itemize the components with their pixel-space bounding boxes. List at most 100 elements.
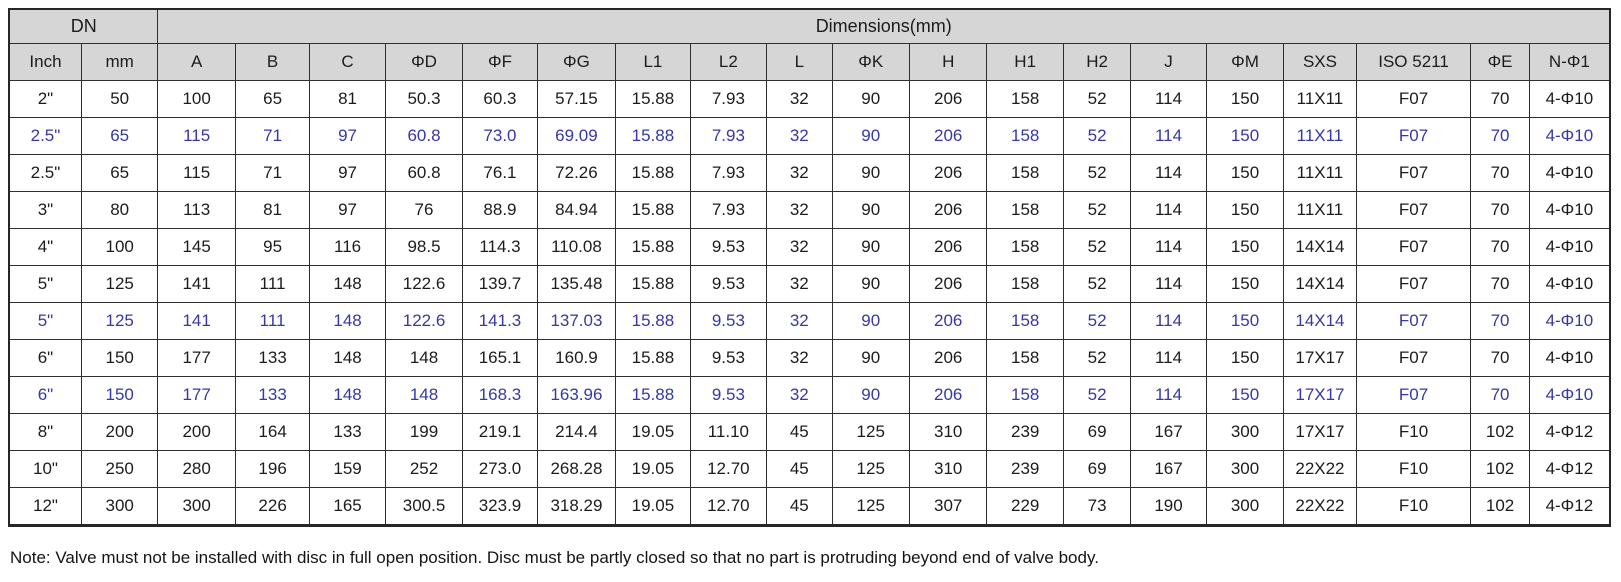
cell: 57.15: [536, 80, 617, 118]
cell: 19.05: [615, 413, 691, 451]
cell: 4-Φ10: [1528, 302, 1611, 340]
cell: 150: [1205, 376, 1285, 414]
cell: 167: [1130, 413, 1207, 451]
cell: 76.1: [462, 154, 538, 192]
cell: 200: [80, 413, 159, 451]
cell: 73: [1062, 487, 1132, 526]
cell: 81: [234, 191, 311, 229]
cell: 12.70: [689, 450, 768, 488]
cell: 15.88: [615, 117, 691, 155]
cell: 125: [80, 265, 159, 303]
cell: 70: [1470, 117, 1530, 155]
cell: 300: [157, 487, 236, 526]
cell: 158: [986, 80, 1064, 118]
cell: 4-Φ10: [1528, 191, 1611, 229]
cell: 11X11: [1283, 191, 1357, 229]
cell: 65: [80, 117, 159, 155]
cell: 239: [986, 450, 1064, 488]
cell: 17X17: [1283, 376, 1357, 414]
cell: 310: [908, 413, 988, 451]
cell: 125: [80, 302, 159, 340]
cell: 4": [8, 228, 82, 266]
cell: F07: [1355, 339, 1472, 377]
cell: 97: [309, 154, 386, 192]
cell: 158: [986, 265, 1064, 303]
cell: 158: [986, 117, 1064, 155]
cell: 148: [384, 339, 464, 377]
cell: 52: [1062, 339, 1132, 377]
cell: 32: [766, 117, 833, 155]
cell: 100: [80, 228, 159, 266]
cell: 11X11: [1283, 80, 1357, 118]
cell: 177: [157, 376, 236, 414]
cell: 2.5": [8, 117, 82, 155]
cell: 323.9: [462, 487, 538, 526]
cell: 90: [831, 228, 910, 266]
table-row: 6" 150 177 133 148 148 168.3 163.96 15.88 9.53 32 9…: [8, 376, 1611, 414]
cell: 7.93: [689, 80, 768, 118]
table-row: 12" 300 300 226 165 300.5 323.9 318.29 19.05 12.7…: [8, 487, 1611, 526]
cell: 116: [309, 228, 386, 266]
table-row: 2" 50 100 65 81 50.3 60.3 57.15 15.88 7.93 32 90 206…: [8, 80, 1611, 118]
cell: 7.93: [689, 191, 768, 229]
column-header: H1: [986, 43, 1064, 81]
cell: 114: [1130, 265, 1207, 303]
cell: 22X22: [1283, 487, 1357, 526]
cell: 45: [766, 487, 833, 526]
cell: 15.88: [615, 265, 691, 303]
cell: 95: [234, 228, 311, 266]
cell: 50.3: [384, 80, 464, 118]
cell: 90: [831, 265, 910, 303]
column-header: L2: [689, 43, 768, 81]
cell: 2": [8, 80, 82, 118]
cell: 9.53: [689, 376, 768, 414]
cell: 69: [1062, 450, 1132, 488]
group-header-row: DN Dimensions(mm): [8, 8, 1611, 44]
cell: 52: [1062, 376, 1132, 414]
cell: 6": [8, 339, 82, 377]
cell: 300: [1205, 450, 1285, 488]
cell: 11.10: [689, 413, 768, 451]
cell: 52: [1062, 154, 1132, 192]
cell: 4-Φ10: [1528, 339, 1611, 377]
cell: 84.94: [536, 191, 617, 229]
cell: 14X14: [1283, 265, 1357, 303]
cell: 32: [766, 191, 833, 229]
column-header: Inch: [8, 43, 82, 81]
cell: 206: [908, 265, 988, 303]
cell: 70: [1470, 339, 1530, 377]
cell: 206: [908, 302, 988, 340]
cell: 4-Φ12: [1528, 413, 1611, 451]
cell: 190: [1130, 487, 1207, 526]
cell: 32: [766, 80, 833, 118]
column-header: mm: [80, 43, 159, 81]
cell: 159: [309, 450, 386, 488]
cell: 150: [80, 339, 159, 377]
cell: 90: [831, 117, 910, 155]
cell: 158: [986, 191, 1064, 229]
cell: 133: [309, 413, 386, 451]
table-row: 6" 150 177 133 148 148 165.1 160.9 15.88 9.53 32 90…: [8, 339, 1611, 377]
cell: 200: [157, 413, 236, 451]
cell: F07: [1355, 117, 1472, 155]
column-header: L1: [615, 43, 691, 81]
cell: 206: [908, 339, 988, 377]
cell: 60.3: [462, 80, 538, 118]
cell: 15.88: [615, 302, 691, 340]
cell: 80: [80, 191, 159, 229]
cell: 177: [157, 339, 236, 377]
cell: 70: [1470, 154, 1530, 192]
cell: 141.3: [462, 302, 538, 340]
cell: 71: [234, 154, 311, 192]
table-row: 8" 200 200 164 133 199 219.1 214.4 19.05 11.10 45 1…: [8, 413, 1611, 451]
cell: 125: [831, 413, 910, 451]
cell: 206: [908, 191, 988, 229]
cell: 4-Φ10: [1528, 228, 1611, 266]
table-row: 5" 125 141 111 148 122.6 141.3 137.03 15.88 9.53 3…: [8, 302, 1611, 340]
cell: 102: [1470, 487, 1530, 526]
cell: 148: [309, 265, 386, 303]
cell: 5": [8, 265, 82, 303]
table-row: 2.5" 65 115 71 97 60.8 76.1 72.26 15.88 7.93 32 90 2…: [8, 154, 1611, 192]
cell: 125: [831, 487, 910, 526]
cell: 165: [309, 487, 386, 526]
